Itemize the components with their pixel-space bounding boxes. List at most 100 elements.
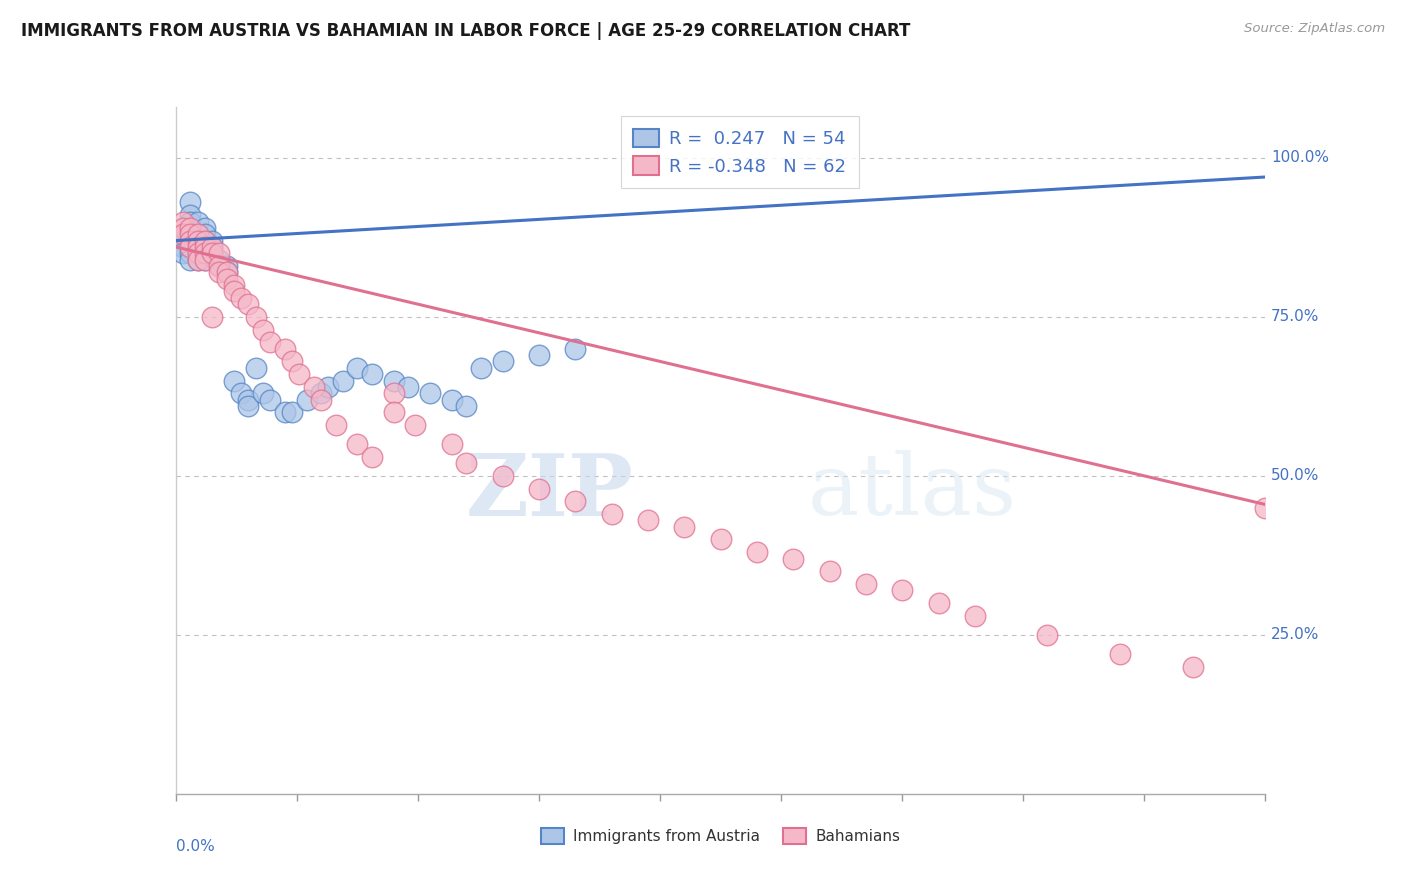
- Point: [259, 335, 281, 350]
- Point: [252, 386, 274, 401]
- Point: [215, 259, 238, 273]
- Point: [891, 583, 914, 598]
- Point: [186, 246, 209, 260]
- Point: [201, 246, 224, 260]
- Point: [179, 234, 201, 248]
- Point: [179, 240, 201, 254]
- Point: [245, 360, 267, 375]
- Point: [309, 386, 332, 401]
- Point: [186, 252, 209, 267]
- Point: [274, 405, 297, 419]
- Point: [360, 367, 382, 381]
- Point: [186, 227, 209, 242]
- Point: [419, 386, 441, 401]
- Point: [238, 392, 260, 407]
- Point: [179, 195, 201, 210]
- Point: [637, 513, 659, 527]
- Text: ZIP: ZIP: [465, 450, 633, 533]
- Point: [745, 545, 768, 559]
- Point: [222, 278, 245, 293]
- Point: [201, 234, 224, 248]
- Point: [963, 608, 986, 623]
- Point: [1181, 659, 1204, 673]
- Point: [440, 437, 463, 451]
- Point: [360, 450, 382, 464]
- Point: [194, 240, 217, 254]
- Point: [208, 252, 231, 267]
- Point: [238, 399, 260, 413]
- Point: [186, 234, 209, 248]
- Point: [288, 367, 311, 381]
- Point: [456, 399, 478, 413]
- Point: [194, 234, 217, 248]
- Point: [346, 437, 368, 451]
- Point: [186, 240, 209, 254]
- Point: [470, 360, 492, 375]
- Point: [172, 234, 194, 248]
- Point: [281, 354, 304, 368]
- Point: [673, 520, 696, 534]
- Text: 75.0%: 75.0%: [1271, 310, 1319, 325]
- Point: [1036, 628, 1059, 642]
- Text: 100.0%: 100.0%: [1271, 151, 1329, 165]
- Point: [201, 240, 224, 254]
- Point: [332, 374, 354, 388]
- Point: [194, 246, 217, 260]
- Y-axis label: In Labor Force | Age 25-29: In Labor Force | Age 25-29: [0, 350, 8, 551]
- Point: [186, 246, 209, 260]
- Point: [186, 234, 209, 248]
- Point: [222, 374, 245, 388]
- Point: [201, 240, 224, 254]
- Point: [302, 380, 325, 394]
- Point: [238, 297, 260, 311]
- Point: [172, 240, 194, 254]
- Point: [194, 252, 217, 267]
- Point: [179, 227, 201, 242]
- Point: [194, 227, 217, 242]
- Point: [194, 220, 217, 235]
- Text: atlas: atlas: [807, 450, 1017, 533]
- Text: Source: ZipAtlas.com: Source: ZipAtlas.com: [1244, 22, 1385, 36]
- Text: IMMIGRANTS FROM AUSTRIA VS BAHAMIAN IN LABOR FORCE | AGE 25-29 CORRELATION CHART: IMMIGRANTS FROM AUSTRIA VS BAHAMIAN IN L…: [21, 22, 911, 40]
- Point: [456, 456, 478, 470]
- Point: [186, 227, 209, 242]
- Point: [928, 596, 950, 610]
- Point: [382, 405, 405, 419]
- Text: 50.0%: 50.0%: [1271, 468, 1319, 483]
- Point: [396, 380, 419, 394]
- Legend: Immigrants from Austria, Bahamians: Immigrants from Austria, Bahamians: [533, 821, 908, 852]
- Point: [1109, 647, 1132, 661]
- Point: [172, 220, 194, 235]
- Point: [186, 214, 209, 228]
- Point: [215, 265, 238, 279]
- Point: [194, 252, 217, 267]
- Point: [382, 386, 405, 401]
- Point: [527, 348, 550, 362]
- Point: [318, 380, 340, 394]
- Point: [405, 417, 427, 432]
- Point: [179, 240, 201, 254]
- Point: [295, 392, 318, 407]
- Point: [231, 386, 253, 401]
- Point: [564, 494, 586, 508]
- Point: [194, 240, 217, 254]
- Point: [208, 259, 231, 273]
- Text: 25.0%: 25.0%: [1271, 627, 1319, 642]
- Point: [440, 392, 463, 407]
- Point: [208, 246, 231, 260]
- Point: [172, 227, 194, 242]
- Point: [325, 417, 347, 432]
- Point: [208, 259, 231, 273]
- Text: 0.0%: 0.0%: [176, 838, 215, 854]
- Point: [179, 220, 201, 235]
- Point: [172, 227, 194, 242]
- Point: [600, 507, 623, 521]
- Point: [710, 533, 733, 547]
- Point: [186, 252, 209, 267]
- Point: [215, 265, 238, 279]
- Point: [382, 374, 405, 388]
- Point: [222, 285, 245, 299]
- Point: [201, 246, 224, 260]
- Point: [172, 214, 194, 228]
- Point: [281, 405, 304, 419]
